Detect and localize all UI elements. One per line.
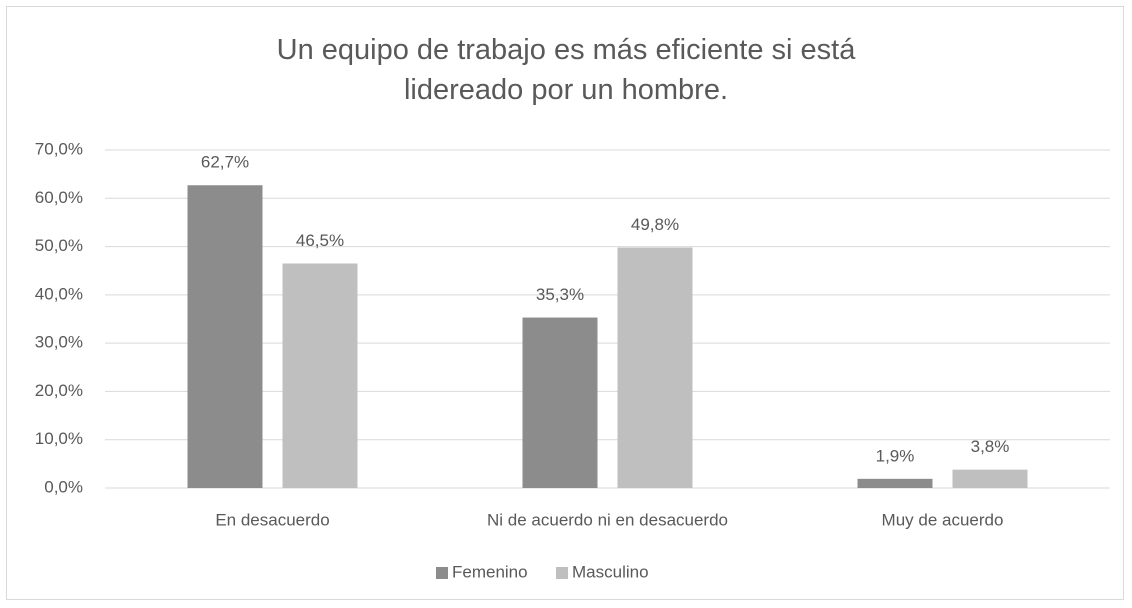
x-tick-label: En desacuerdo — [215, 510, 329, 529]
value-label: 49,8% — [631, 215, 679, 234]
bar — [282, 263, 358, 488]
legend-label: Femenino — [452, 562, 528, 581]
legend-swatch — [556, 567, 568, 579]
y-tick-label: 70,0% — [35, 139, 83, 158]
x-tick-label: Muy de acuerdo — [882, 510, 1004, 529]
value-label: 46,5% — [296, 231, 344, 250]
bar — [187, 185, 263, 488]
bar — [857, 478, 933, 488]
y-tick-label: 60,0% — [35, 188, 83, 207]
y-tick-label: 10,0% — [35, 429, 83, 448]
y-tick-label: 50,0% — [35, 236, 83, 255]
y-tick-label: 30,0% — [35, 333, 83, 352]
bar — [617, 247, 693, 488]
legend-swatch — [436, 567, 448, 579]
bar — [952, 469, 1028, 488]
value-label: 62,7% — [201, 153, 249, 172]
y-tick-label: 0,0% — [44, 477, 83, 496]
x-tick-label: Ni de acuerdo ni en desacuerdo — [487, 510, 728, 529]
legend-label: Masculino — [572, 562, 649, 581]
value-label: 1,9% — [876, 446, 915, 465]
bar — [522, 317, 598, 488]
y-tick-label: 20,0% — [35, 381, 83, 400]
value-label: 3,8% — [971, 437, 1010, 456]
y-tick-label: 40,0% — [35, 284, 83, 303]
chart-title: Un equipo de trabajo es más eficiente si… — [276, 34, 856, 106]
value-label: 35,3% — [536, 285, 584, 304]
chart-frame — [6, 6, 1124, 600]
